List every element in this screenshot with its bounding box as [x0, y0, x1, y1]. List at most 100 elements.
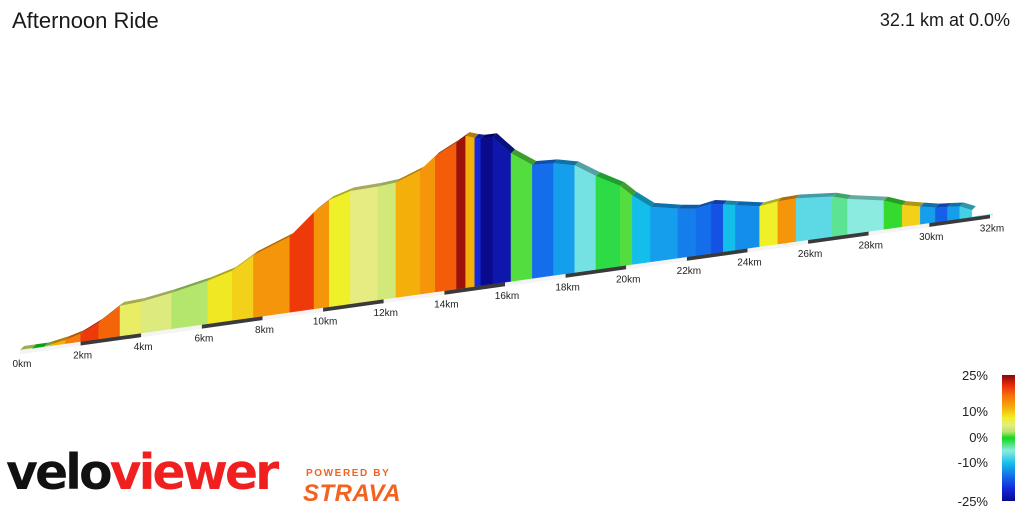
- x-tick-label: 26km: [798, 249, 822, 260]
- profile-top-face: [32, 342, 49, 349]
- gradient-segment: [395, 170, 421, 298]
- x-tick-label: 2km: [73, 351, 92, 362]
- gradient-segment: [171, 280, 209, 330]
- legend-label-neg10: -10%: [957, 455, 988, 470]
- x-tick-label: 4km: [134, 342, 153, 353]
- gradient-segment: [574, 165, 597, 273]
- x-tick-label: 20km: [616, 274, 640, 285]
- profile-top-face: [50, 336, 70, 345]
- profile-top-face: [711, 200, 728, 205]
- profile-top-face: [253, 232, 294, 256]
- x-tick-label: 22km: [677, 266, 701, 277]
- profile-top-face: [232, 251, 258, 271]
- distance-band: [747, 239, 809, 253]
- profile-top-face: [171, 276, 212, 293]
- gradient-legend: 25% 10% 0% -10% -25%: [957, 368, 1024, 510]
- profile-top-face: [632, 191, 655, 207]
- gradient-segment: [456, 135, 466, 290]
- profile-top-face: [832, 192, 852, 200]
- gradient-segment: [901, 204, 921, 227]
- gradient-segment: [710, 203, 724, 254]
- profile-top-face: [796, 192, 837, 199]
- gradient-segment: [313, 199, 330, 310]
- gradient-segment: [620, 185, 633, 267]
- ride-title: Afternoon Ride: [12, 8, 159, 33]
- distance-band: [990, 214, 993, 219]
- profile-top-face: [456, 132, 470, 143]
- gradient-segment: [883, 200, 903, 230]
- profile-top-face: [947, 202, 964, 207]
- gradient-segment: [947, 206, 960, 221]
- x-tick-label: 8km: [255, 325, 274, 336]
- profile-top-face: [759, 197, 782, 207]
- gradient-segment: [695, 203, 712, 256]
- x-tick-label: 24km: [737, 257, 761, 268]
- gradient-segment: [650, 206, 678, 263]
- profile-top-face: [435, 138, 461, 157]
- profile-top-face: [120, 297, 146, 306]
- profile-top-face: [532, 159, 558, 165]
- gradient-segment: [289, 211, 315, 313]
- profile-top-face: [723, 200, 740, 206]
- legend-label-max: 25%: [961, 368, 988, 383]
- gradient-segment: [329, 190, 351, 308]
- x-tick-label: 12km: [373, 308, 397, 319]
- distance-band: [80, 333, 142, 346]
- profile-top-face: [883, 196, 907, 206]
- profile-top-face: [465, 132, 479, 138]
- strava-logo[interactable]: STRAVA: [303, 480, 402, 507]
- gradient-segment: [480, 137, 494, 286]
- profile-top-face: [141, 289, 176, 302]
- distance-band: [808, 231, 869, 244]
- ride-summary: 32.1 km at 0.0%: [879, 10, 1010, 30]
- profile-top-face: [207, 266, 237, 281]
- gradient-segment: [777, 198, 797, 245]
- x-tick-label: 14km: [434, 300, 458, 311]
- logo-velo-text: velo: [6, 444, 113, 501]
- gradient-segment: [474, 137, 481, 287]
- distance-band: [323, 299, 384, 312]
- gradient-segment: [510, 153, 533, 282]
- profile-top-face: [350, 182, 382, 192]
- gradient-segment: [632, 195, 651, 265]
- x-tick-label: 18km: [555, 283, 579, 294]
- profile-top-face: [595, 172, 625, 187]
- profile-top-face: [20, 344, 37, 350]
- profile-top-face: [574, 161, 600, 177]
- logo-viewer-text: viewer: [109, 444, 280, 501]
- gradient-color-bar: [1002, 375, 1015, 501]
- profile-top-face: [377, 178, 400, 187]
- distance-band: [929, 214, 990, 227]
- x-tick-label: 16km: [495, 291, 519, 302]
- gradient-segment: [723, 204, 736, 252]
- profile-top-face: [620, 182, 637, 196]
- gradient-segment: [959, 206, 972, 219]
- powered-by-label: POWERED BY: [306, 468, 391, 479]
- distance-band: [626, 256, 687, 270]
- profile-top-face: [44, 340, 55, 347]
- distance-band: [141, 324, 202, 338]
- gradient-segment: [377, 182, 397, 301]
- profile-top-face: [677, 204, 700, 209]
- veloviewer-logo[interactable]: veloviewer: [6, 448, 279, 497]
- profile-top-face: [474, 134, 485, 139]
- gradient-segment: [98, 305, 121, 340]
- legend-label-10: 10%: [961, 404, 988, 419]
- gradient-segment: [231, 255, 254, 321]
- distance-band: [868, 222, 930, 236]
- profile-top-face: [920, 202, 940, 208]
- gradient-segment: [253, 236, 290, 318]
- distance-band: [383, 290, 445, 304]
- profile-top-face: [935, 203, 952, 208]
- profile-top-face: [80, 318, 103, 334]
- profile-top-face: [695, 200, 716, 209]
- gradient-segment: [435, 142, 457, 293]
- gradient-segment: [735, 204, 760, 251]
- distance-band: [262, 307, 324, 321]
- distance-band: [505, 273, 566, 287]
- profile-top-face: [902, 201, 925, 207]
- distance-band: [686, 248, 748, 261]
- x-tick-label: 30km: [919, 232, 943, 243]
- gradient-segment: [759, 201, 778, 247]
- profile-top-face: [777, 194, 800, 202]
